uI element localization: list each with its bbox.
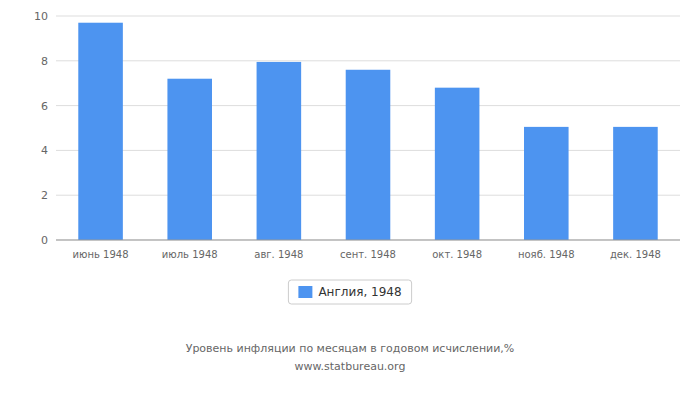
y-tick-label: 2	[41, 189, 48, 202]
annotation: www.statbureau.org	[295, 360, 406, 373]
bar	[257, 62, 302, 240]
y-tick-label: 8	[41, 55, 48, 68]
y-tick-label: 0	[41, 234, 48, 247]
bars	[78, 23, 657, 240]
x-tick-label: июль 1948	[162, 249, 218, 260]
footer: Уровень инфляции по месяцам в годовом ис…	[186, 342, 515, 373]
grid-line	[56, 240, 680, 241]
bar	[524, 127, 569, 240]
x-tick-label: авг. 1948	[254, 249, 303, 260]
bar	[613, 127, 658, 240]
grid-line	[56, 16, 680, 17]
x-tick-label: июнь 1948	[73, 249, 129, 260]
legend: Англия, 1948	[288, 280, 411, 304]
bar	[346, 70, 391, 240]
y-tick-label: 10	[34, 10, 48, 23]
grid-line	[56, 60, 680, 61]
x-tick-label: дек. 1948	[610, 249, 661, 260]
bar	[435, 88, 480, 240]
x-tick-label: сент. 1948	[340, 249, 396, 260]
chart-container: 0 2 4 6 8 10 июнь 1948 июль 1948 авг. 1948 сент. …	[0, 0, 700, 400]
x-tick-label: окт. 1948	[432, 249, 482, 260]
y-tick-label: 6	[41, 100, 48, 113]
legend-frame	[288, 280, 411, 304]
x-tick-label: нояб. 1948	[518, 249, 575, 260]
y-tick-label: 4	[41, 144, 48, 157]
y-axis: 0 2 4 6 8 10	[34, 10, 48, 247]
bar	[167, 79, 212, 240]
chart: 0 2 4 6 8 10 июнь 1948 июль 1948 авг. 1948 сент. …	[0, 0, 700, 400]
legend-swatch	[298, 286, 312, 298]
bar	[78, 23, 123, 240]
legend-label: Англия, 1948	[318, 285, 401, 299]
x-axis-line	[56, 240, 680, 241]
annotation: Уровень инфляции по месяцам в годовом ис…	[186, 342, 515, 355]
grid	[56, 16, 680, 240]
x-axis: июнь 1948 июль 1948 авг. 1948 сент. 1948 окт…	[56, 240, 680, 260]
